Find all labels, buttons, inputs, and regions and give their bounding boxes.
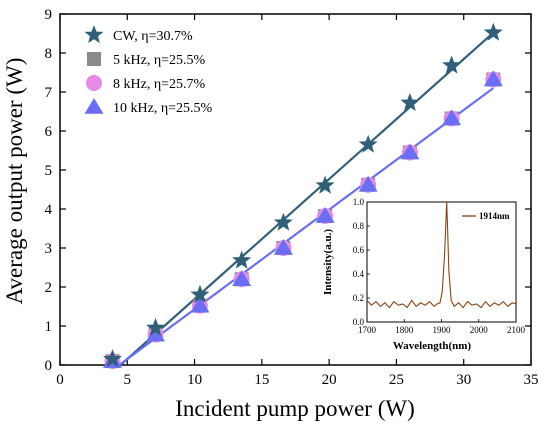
y-tick-label: 9 — [45, 7, 53, 23]
y-tick-label: 6 — [45, 124, 53, 140]
inset-x-tick-label: 1900 — [433, 325, 452, 335]
inset-y-tick-label: 0.6 — [353, 245, 365, 255]
x-tick-label: 35 — [524, 372, 539, 388]
data-point-triangle — [483, 70, 503, 87]
x-tick-label: 25 — [389, 372, 404, 388]
x-tick-label: 5 — [124, 372, 132, 388]
data-point-star — [103, 349, 122, 368]
inset-x-tick-label: 1800 — [395, 325, 414, 335]
data-point-triangle — [232, 270, 252, 286]
main-legend: CW, η=30.7% 5 kHz, η=25.5% 8 kHz, η=25.7% 1… — [84, 25, 213, 116]
data-point-triangle — [400, 143, 420, 160]
y-axis-label: Average output power (W) — [2, 58, 27, 305]
x-tick-label: 15 — [254, 372, 269, 388]
legend-label: 10 kHz, η=25.5% — [113, 101, 213, 116]
data-point-star — [232, 250, 252, 269]
inset-x-tick-label: 1700 — [358, 325, 377, 335]
inset-x-axis-label: Wavelength(nm) — [393, 340, 472, 352]
x-tick-label: 10 — [187, 372, 202, 388]
y-tick-label: 7 — [45, 85, 53, 101]
legend-marker-triangle — [84, 98, 104, 114]
y-tick-label: 8 — [45, 46, 53, 62]
fit-line — [119, 31, 495, 366]
legend-label: CW, η=30.7% — [113, 29, 193, 44]
inset-y-tick-label: 0.2 — [353, 293, 364, 303]
legend-marker-circle — [86, 75, 102, 91]
y-tick-label: 0 — [45, 358, 53, 374]
y-tick-label: 4 — [45, 202, 53, 218]
fit-line — [118, 87, 494, 366]
spectrum-line — [366, 201, 517, 309]
data-point-triangle — [358, 175, 378, 192]
main-plot-frame — [59, 13, 532, 366]
inset-y-axis-label: Intensity(a.u.) — [322, 229, 334, 295]
data-point-star — [273, 212, 293, 231]
inset-frame — [366, 201, 517, 323]
inset-y-tick-label: 0.0 — [353, 317, 365, 327]
data-point-star — [190, 284, 210, 303]
y-tick-label: 2 — [45, 280, 53, 296]
data-point-star — [315, 175, 335, 194]
data-point-star — [442, 55, 462, 74]
y-tick-label: 1 — [45, 319, 53, 335]
inset-y-tick-label: 0.4 — [353, 269, 365, 279]
legend-marker-star — [84, 25, 104, 44]
data-point-star — [400, 92, 420, 111]
inset-spectrum-plot: 1700 1800 1900 2000 2100 0.0 0.2 0.4 0.6 0.8 1.0 19… — [353, 197, 526, 335]
data-point-star — [358, 134, 378, 153]
data-point-star — [146, 317, 166, 336]
inset-x-tick-label: 2100 — [507, 325, 526, 335]
legend-label: 5 kHz, η=25.5% — [113, 53, 206, 68]
inset-y-tick-label: 1.0 — [353, 197, 365, 207]
inset-y-tick-label: 0.8 — [353, 221, 365, 231]
inset-x-tick-label: 2000 — [470, 325, 489, 335]
legend-label: 8 kHz, η=25.7% — [113, 77, 206, 92]
legend-marker-square — [87, 52, 101, 66]
data-point-triangle — [273, 239, 293, 255]
data-point-triangle — [190, 296, 210, 313]
y-tick-label: 5 — [45, 163, 53, 179]
data-point-star — [483, 22, 503, 41]
x-axis-label: Incident pump power (W) — [175, 396, 415, 421]
main-plot: 0 5 10 15 20 25 30 35 0 1 2 3 4 5 6 7 8 9 — [45, 7, 539, 388]
data-point-triangle — [315, 207, 335, 223]
inset-legend-label: 1914nm — [479, 211, 510, 221]
y-tick-label: 3 — [45, 241, 53, 257]
data-point-triangle — [442, 109, 462, 126]
data-point-triangle — [146, 325, 166, 342]
x-tick-label: 0 — [56, 372, 64, 388]
x-tick-label: 20 — [322, 372, 337, 388]
x-tick-label: 30 — [456, 372, 471, 388]
